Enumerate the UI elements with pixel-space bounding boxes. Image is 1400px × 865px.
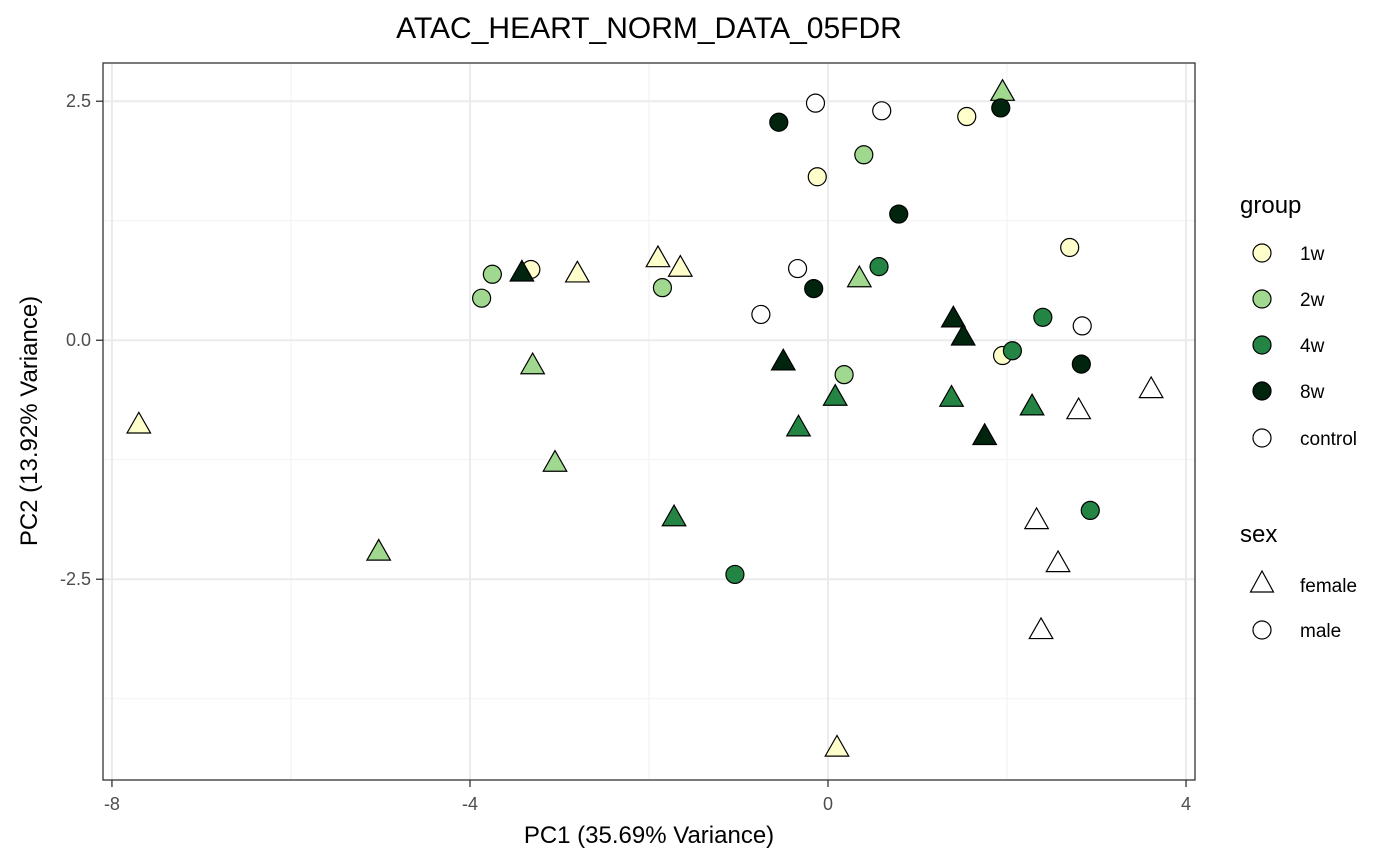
legend-group-title: group [1240,192,1301,219]
point-control-male [872,101,892,121]
point-4w-female [938,384,965,407]
point-2w-female [846,264,873,288]
x-tick-label: 4 [1181,794,1191,814]
legend-key-female-triangle [1249,569,1275,593]
point-4w-male [869,257,889,277]
point-2w-male [472,288,492,308]
x-axis-title: PC1 (35.69% Variance) [524,822,774,849]
x-tick-label: -8 [104,794,120,814]
y-axis: 2.5 0.0 -2.5 [60,91,103,589]
point-8w-male [769,112,789,132]
point-8w-female [950,323,976,346]
point-control-male [751,304,771,325]
point-1w-female [564,260,591,283]
point-1w-male [1060,237,1080,258]
point-4w-female [1019,392,1045,416]
point-8w-male [1071,354,1091,374]
point-2w-female [365,538,392,561]
point-control-female [1023,506,1050,530]
point-8w-female [971,422,998,446]
legend-key-8w [1252,381,1272,401]
legend-key-1w [1252,243,1272,263]
point-4w-female [785,414,812,437]
point-2w-male [834,365,854,385]
legend-key-control [1252,428,1272,448]
point-1w-female [126,411,152,434]
x-tick-label: 0 [823,794,833,814]
panel-border [102,62,1196,781]
point-1w-male [807,167,827,187]
point-2w-male [652,278,673,298]
legend-label-8w: 8w [1300,382,1325,403]
legend-sex-title: sex [1240,521,1277,548]
point-control-female [1138,375,1164,399]
x-tick-label: -4 [462,794,478,814]
point-control-male [1072,316,1092,336]
point-1w-female [645,244,671,268]
legend-key-male-circle [1252,620,1272,640]
legend-label-2w: 2w [1300,290,1325,311]
data-points [126,78,1164,757]
point-8w-male [804,279,824,299]
point-4w-male [725,564,745,585]
point-4w-male [1033,307,1053,327]
x-axis: -8 -4 0 4 [104,780,1191,814]
point-2w-female [519,351,546,375]
legend-key-4w [1252,335,1272,355]
legend-label-1w: 1w [1300,244,1325,265]
legend-label-female: female [1300,576,1357,597]
legend-label-4w: 4w [1300,336,1325,357]
point-1w-female [824,734,850,757]
point-8w-male [889,204,909,224]
point-4w-female [822,383,848,406]
grid-major [103,63,1195,780]
legend-sex: sex female male [1240,521,1357,642]
legend-label-control: control [1300,429,1357,450]
point-control-female [1045,549,1071,573]
y-tick-label: -2.5 [60,569,91,589]
point-8w-female [509,259,535,282]
chart-title: ATAC_HEART_NORM_DATA_05FDR [396,12,902,45]
y-tick-label: 2.5 [66,91,91,111]
point-2w-female [542,449,568,472]
point-control-male [787,258,808,279]
point-control-male [805,93,826,113]
plot-panel [102,62,1196,781]
point-2w-male [854,145,874,165]
point-control-female [1065,396,1092,420]
legend-group: group 1w 2w 4w 8w control [1240,192,1357,450]
point-8w-male [991,98,1011,118]
legend-label-male: male [1300,621,1341,642]
point-8w-female [770,348,797,371]
point-2w-male [482,264,502,284]
point-4w-female [661,503,687,527]
point-1w-male [957,106,977,127]
legend-key-2w [1252,289,1272,309]
point-1w-female [667,254,694,277]
point-control-female [1028,616,1054,640]
grid-minor [103,63,1195,780]
y-axis-title: PC2 (13.92% Variance) [16,296,43,546]
point-4w-male [1002,341,1023,361]
point-8w-female [940,305,967,328]
y-tick-label: 0.0 [66,330,91,350]
point-4w-male [1080,500,1100,521]
